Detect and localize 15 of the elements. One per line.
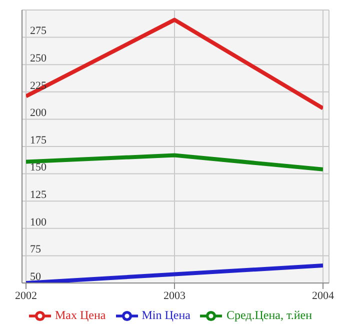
y-tick-label: 175 <box>30 134 47 146</box>
y-tick-label: 250 <box>30 52 47 65</box>
legend-label: Max Цена <box>54 308 106 322</box>
y-tick-label: 75 <box>30 244 42 256</box>
y-tick-label: 50 <box>30 270 42 283</box>
x-tick-label: 2004 <box>312 290 334 302</box>
y-tick-label: 275 <box>30 25 47 38</box>
x-tick-label: 2002 <box>15 290 37 302</box>
legend-label: Min Цена <box>142 308 190 322</box>
x-tick-label: 2003 <box>164 290 186 302</box>
legend-label: Сред.Цена, т.йен <box>226 308 312 322</box>
y-tick-label: 200 <box>30 107 47 120</box>
y-tick-label: 150 <box>30 162 47 174</box>
y-tick-label: 125 <box>30 189 47 202</box>
y-tick-label: 100 <box>30 216 47 228</box>
